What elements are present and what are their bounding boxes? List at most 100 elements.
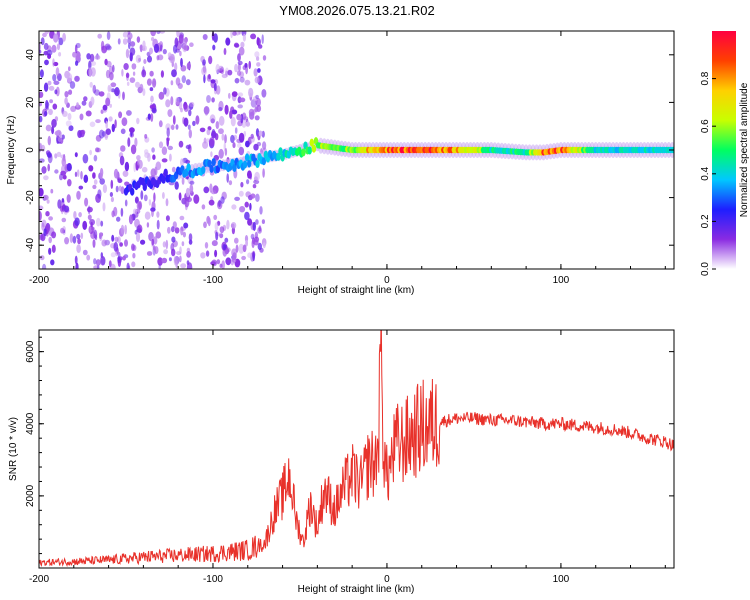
noise-speckle bbox=[216, 85, 221, 95]
noise-speckle bbox=[56, 43, 61, 51]
noise-speckle bbox=[186, 262, 193, 269]
noise-speckle bbox=[76, 190, 81, 200]
noise-speckle bbox=[246, 179, 250, 185]
noise-speckle bbox=[152, 154, 156, 160]
noise-speckle bbox=[146, 222, 150, 228]
noise-speckle bbox=[45, 124, 52, 132]
noise-speckle bbox=[101, 239, 107, 247]
noise-speckle bbox=[105, 120, 108, 129]
noise-speckle bbox=[141, 166, 148, 173]
snr-xlabel: Height of straight line (km) bbox=[298, 584, 415, 595]
noise-speckle bbox=[195, 115, 200, 125]
noise-speckle bbox=[48, 85, 55, 91]
ridge-point bbox=[209, 164, 214, 173]
noise-speckle bbox=[163, 249, 169, 255]
noise-speckle bbox=[215, 231, 219, 241]
noise-speckle bbox=[93, 179, 98, 185]
ridge-point bbox=[247, 159, 252, 168]
x-tick-label: 0 bbox=[384, 574, 390, 585]
noise-speckle bbox=[258, 44, 263, 49]
y-tick-label: -20 bbox=[25, 190, 36, 205]
noise-speckle bbox=[237, 60, 243, 66]
noise-speckle bbox=[120, 145, 126, 152]
noise-speckle bbox=[131, 63, 137, 70]
noise-speckle bbox=[256, 141, 262, 147]
noise-speckle bbox=[88, 67, 92, 78]
noise-speckle bbox=[81, 129, 86, 135]
noise-speckle bbox=[175, 97, 180, 106]
noise-speckle bbox=[231, 91, 238, 97]
noise-speckle bbox=[234, 43, 240, 48]
noise-speckle bbox=[138, 200, 143, 210]
noise-speckle bbox=[211, 190, 217, 195]
noise-speckle bbox=[63, 205, 70, 213]
noise-speckle bbox=[165, 99, 171, 108]
y-tick-label: 20 bbox=[25, 96, 36, 108]
noise-speckle bbox=[176, 31, 180, 38]
noise-speckle bbox=[67, 179, 72, 187]
noise-speckle bbox=[72, 51, 77, 58]
noise-speckle bbox=[186, 62, 191, 70]
noise-speckle bbox=[99, 178, 105, 185]
noise-speckle bbox=[223, 47, 227, 56]
noise-speckle bbox=[213, 214, 218, 220]
noise-speckle bbox=[167, 145, 173, 151]
noise-speckle bbox=[204, 107, 209, 116]
noise-speckle bbox=[121, 69, 124, 77]
noise-speckle bbox=[222, 244, 227, 251]
noise-speckle bbox=[230, 31, 233, 39]
noise-speckle bbox=[143, 194, 148, 202]
noise-speckle bbox=[184, 198, 190, 208]
snr-frame bbox=[38, 329, 675, 569]
noise-speckle bbox=[256, 62, 261, 67]
noise-speckle bbox=[248, 87, 254, 98]
noise-speckle bbox=[109, 192, 113, 197]
noise-speckle bbox=[262, 141, 267, 150]
noise-speckle bbox=[165, 215, 170, 222]
noise-speckle bbox=[208, 199, 215, 206]
snr-ylabel: SNR (10 * v/v) bbox=[8, 417, 19, 481]
spectrogram-noise-speckle bbox=[39, 31, 268, 269]
noise-speckle bbox=[44, 59, 49, 66]
noise-speckle bbox=[247, 218, 253, 226]
noise-speckle bbox=[105, 97, 111, 107]
noise-speckle bbox=[55, 67, 60, 77]
noise-speckle bbox=[133, 162, 136, 173]
noise-speckle bbox=[155, 231, 162, 239]
noise-speckle bbox=[171, 226, 175, 233]
x-tick-label: -200 bbox=[29, 275, 49, 286]
noise-speckle bbox=[39, 69, 44, 78]
noise-speckle bbox=[114, 119, 117, 129]
noise-speckle bbox=[258, 225, 262, 232]
noise-speckle bbox=[127, 31, 131, 35]
noise-speckle bbox=[252, 251, 255, 262]
noise-speckle bbox=[76, 169, 80, 177]
noise-speckle bbox=[148, 199, 152, 206]
noise-speckle bbox=[218, 107, 223, 112]
noise-speckle bbox=[124, 161, 130, 172]
noise-speckle bbox=[215, 63, 220, 74]
noise-speckle bbox=[120, 224, 125, 235]
noise-speckle bbox=[203, 137, 207, 144]
noise-speckle bbox=[139, 83, 144, 92]
noise-speckle bbox=[122, 255, 126, 261]
noise-speckle bbox=[156, 31, 161, 35]
noise-speckle bbox=[96, 147, 101, 153]
noise-speckle bbox=[128, 42, 131, 50]
noise-speckle bbox=[234, 237, 239, 244]
noise-speckle bbox=[131, 261, 136, 268]
noise-speckle bbox=[76, 102, 79, 108]
ridge-point bbox=[278, 147, 283, 156]
noise-speckle bbox=[171, 69, 177, 78]
noise-speckle bbox=[157, 54, 164, 61]
colorbar: 0.0 0.2 0.4 0.6 0.8 Normalized spectral ampl… bbox=[700, 31, 750, 276]
noise-speckle bbox=[62, 174, 67, 180]
noise-speckle bbox=[108, 116, 113, 122]
noise-speckle bbox=[172, 115, 176, 125]
noise-speckle bbox=[109, 103, 112, 108]
noise-speckle bbox=[211, 130, 217, 139]
noise-speckle bbox=[158, 120, 163, 128]
noise-speckle bbox=[125, 48, 130, 59]
noise-speckle bbox=[85, 110, 92, 117]
noise-speckle bbox=[46, 199, 50, 204]
